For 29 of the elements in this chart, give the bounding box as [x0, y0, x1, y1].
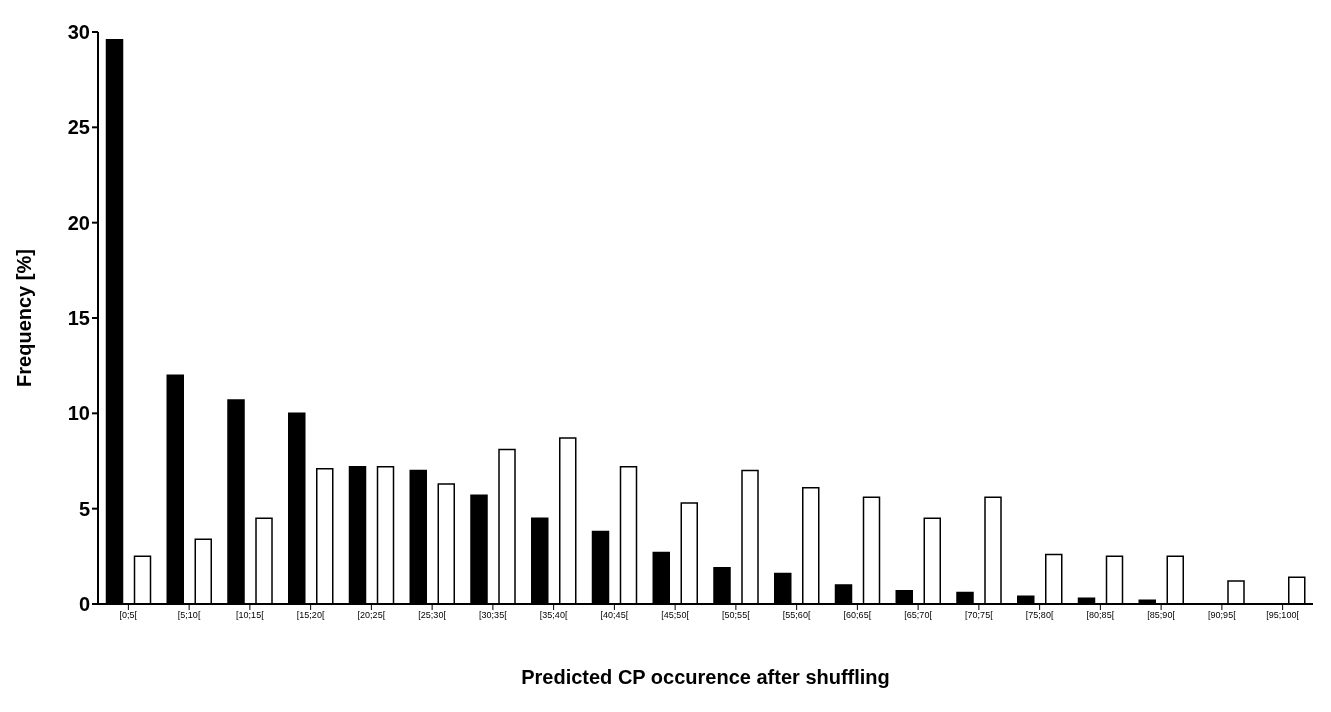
x-tick-label: [0;5[ — [119, 610, 138, 621]
x-tick-label: [25;30[ — [418, 610, 447, 621]
x-tick-label: [30;35[ — [479, 610, 508, 621]
x-tick-label: [85;90[ — [1147, 610, 1176, 621]
x-tick-label: [90;95[ — [1208, 610, 1237, 621]
x-tick-label: [35;40[ — [539, 610, 568, 621]
x-tick-label: [50;55[ — [722, 610, 751, 621]
y-axis-title: Frequency [%] — [13, 249, 36, 387]
x-tick-label: [75;80[ — [1025, 610, 1054, 621]
x-tick-label: [5;10[ — [177, 610, 201, 621]
y-tick-label: 20 — [67, 211, 90, 234]
x-tick-label: [65;70[ — [904, 610, 933, 621]
x-tick-label: [55;60[ — [782, 610, 811, 621]
y-tick-label: 0 — [78, 593, 90, 616]
y-tick-label: 15 — [67, 307, 90, 330]
x-axis-title: Predicted CP occurence after shuffling — [521, 666, 890, 688]
y-tick-label: 5 — [78, 497, 90, 520]
y-tick-label: 10 — [67, 402, 90, 425]
x-tick-label: [20;25[ — [357, 610, 386, 621]
x-tick-label: [40;45[ — [600, 610, 629, 621]
x-tick-label: [10;15[ — [236, 610, 265, 621]
x-tick-label: [60;65[ — [843, 610, 872, 621]
x-tick-label: [80;85[ — [1086, 610, 1115, 621]
x-tick-label: [15;20[ — [296, 610, 325, 621]
x-tick-label: [95;100[ — [1266, 610, 1300, 621]
x-tick-label: [45;50[ — [661, 610, 690, 621]
y-tick-label: 30 — [67, 21, 90, 44]
y-tick-label: 25 — [67, 116, 90, 139]
x-tick-label: [70;75[ — [965, 610, 994, 621]
